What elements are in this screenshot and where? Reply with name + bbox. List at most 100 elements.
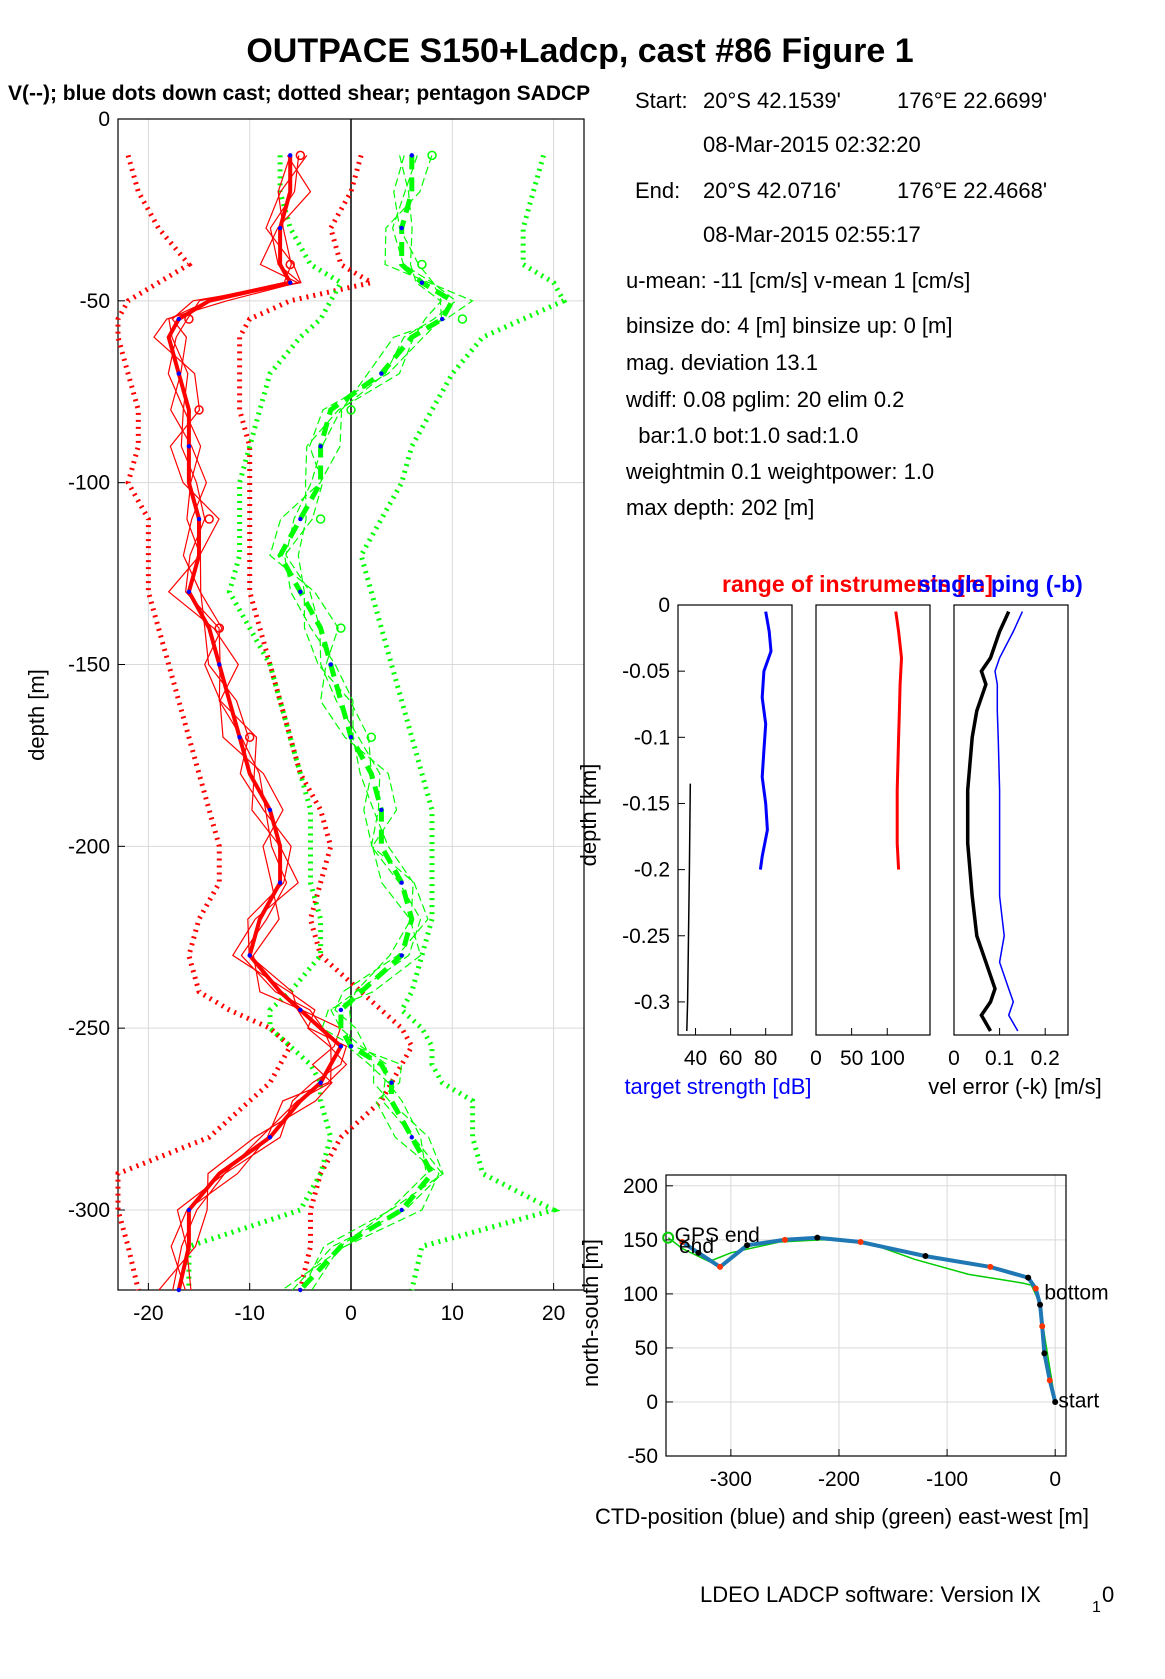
start-label: Start: — [635, 88, 688, 113]
y-tick-label: -200 — [68, 835, 110, 858]
info-line: max depth: 202 [m] — [626, 495, 814, 520]
downcast-u-dot — [237, 735, 242, 740]
downcast-u-dot — [267, 807, 273, 813]
start-label: start — [1058, 1389, 1099, 1412]
y-tick-label: 150 — [623, 1229, 658, 1252]
x-tick-label: 0 — [1049, 1468, 1061, 1491]
v-mean-line — [277, 155, 456, 1292]
downcast-u-dot — [186, 1207, 192, 1213]
u-ensemble-line — [153, 155, 342, 1291]
downcast-u-dot — [338, 1044, 344, 1049]
downcast-u-dot — [247, 953, 252, 958]
pos-ylabel: north-south [m] — [578, 1239, 603, 1387]
downcast-u-dot — [277, 880, 283, 885]
downcast-v-dot — [328, 662, 333, 667]
downcast-v-dot — [379, 807, 384, 813]
downcast-v-dot — [348, 735, 354, 740]
footer-suffix: 0 — [1102, 1582, 1114, 1607]
ctd-track-line — [681, 1235, 1058, 1403]
ctd-time-marker — [1052, 1398, 1059, 1405]
ctd-time-marker — [814, 1234, 821, 1241]
x-tick-label: 0.2 — [1031, 1047, 1060, 1070]
ctd-time-marker — [1039, 1323, 1046, 1330]
x-tick-label: 100 — [870, 1047, 905, 1070]
x-tick-label: 0 — [810, 1047, 822, 1070]
target-strength-line — [758, 611, 773, 870]
downcast-u-dot — [298, 1007, 303, 1013]
downcast-v-dot — [298, 589, 303, 594]
y-tick-label: -50 — [80, 290, 110, 313]
downcast-v-dot — [338, 1007, 344, 1013]
footer: LDEO LADCP software: Version IX 1 0 — [700, 1582, 1114, 1616]
downcast-u-dot — [196, 516, 202, 522]
y-tick-label: -300 — [68, 1199, 110, 1222]
plot-frame — [677, 604, 793, 1036]
sadcp-u-marker — [244, 732, 255, 742]
v-ensemble-line — [269, 155, 474, 1291]
plot-frame — [665, 1174, 1067, 1457]
x-tick-label: 0.1 — [985, 1047, 1014, 1070]
bottom-label: bottom — [1044, 1281, 1108, 1304]
y-tick-label: -0.1 — [634, 726, 670, 749]
u-shear-left-line — [115, 154, 294, 1291]
y-tick-label: 0 — [658, 594, 670, 617]
y-tick-label: -0.2 — [634, 859, 670, 882]
v-ensemble-line — [285, 155, 457, 1291]
sadcp-v-marker — [417, 259, 427, 270]
u-mean-line — [166, 155, 344, 1291]
y-tick-label: -0.15 — [622, 792, 670, 815]
downcast-v-dot — [298, 516, 303, 522]
sadcp-v-marker — [346, 405, 356, 415]
target-strength-plot: 40 60 80 0 -0.05 -0.1 -0.15 -0.2 -0.25 -0.3 — [622, 594, 793, 1070]
ctd-time-marker — [717, 1263, 724, 1270]
main-ylabel: depth [m] — [24, 669, 49, 761]
plot-frame — [953, 604, 1069, 1036]
x-tick-label: 0 — [948, 1047, 960, 1070]
downcast-v-dot — [419, 280, 425, 285]
u-ensemble-line — [170, 155, 348, 1291]
ctd-time-marker — [857, 1239, 864, 1246]
velocity-profile-plot: -20 -10 0 10 200-50-100-150-200-250-300 — [68, 108, 585, 1325]
info-line: weightmin 0.1 weightpower: 1.0 — [625, 459, 934, 484]
ctd-time-marker — [987, 1263, 994, 1270]
v-shear-right-line — [358, 154, 568, 1291]
ctd-time-marker — [679, 1239, 686, 1246]
sadcp-u-marker — [204, 514, 214, 524]
ts-xlabel: target strength [dB] — [624, 1074, 811, 1099]
sadcp-u-marker — [184, 314, 194, 324]
downcast-v-dot — [399, 225, 404, 231]
downcast-u-dot — [176, 1287, 181, 1293]
ctd-time-marker — [1046, 1377, 1053, 1384]
y-tick-label: 50 — [635, 1337, 658, 1360]
sadcp-v-marker — [315, 514, 326, 524]
info-block: Start: 20°S 42.1539' 176°E 22.6699' 08-M… — [625, 88, 1047, 520]
sadcp-v-marker — [336, 623, 346, 633]
x-tick-label: 60 — [719, 1047, 742, 1070]
y-tick-label: 0 — [646, 1391, 658, 1414]
single-ping-line — [994, 611, 1024, 1032]
downcast-v-dot — [318, 444, 323, 449]
downcast-v-dot — [409, 1135, 414, 1140]
pos-xlabel: CTD-position (blue) and ship (green) eas… — [595, 1504, 1089, 1529]
y-tick-label: -100 — [68, 472, 110, 495]
x-tick-label: -20 — [133, 1302, 163, 1325]
info-line: bar:1.0 bot:1.0 sad:1.0 — [626, 423, 858, 448]
downcast-u-dot — [186, 444, 192, 449]
sadcp-v-marker — [427, 150, 437, 161]
ctd-time-marker — [1032, 1285, 1039, 1292]
downcast-u-dot — [176, 371, 181, 376]
single-ping-title: single ping (-b) — [918, 571, 1083, 597]
sadcp-u-marker — [285, 259, 295, 270]
info-line: binsize do: 4 [m] binsize up: 0 [m] — [626, 313, 953, 338]
y-tick-label: -0.05 — [622, 660, 670, 683]
downcast-u-dot — [176, 316, 181, 322]
y-tick-label: 0 — [98, 108, 110, 131]
y-tick-label: -0.3 — [634, 991, 670, 1014]
figure-subtitle: V(--); blue dots down cast; dotted shear… — [8, 82, 590, 105]
y-tick-label: -50 — [628, 1445, 658, 1468]
x-tick-label: 20 — [542, 1302, 565, 1325]
u-shear-right-line — [237, 154, 415, 1291]
x-tick-label: 40 — [684, 1047, 707, 1070]
end-label: end — [679, 1235, 714, 1258]
v-ensemble-line — [297, 155, 444, 1291]
